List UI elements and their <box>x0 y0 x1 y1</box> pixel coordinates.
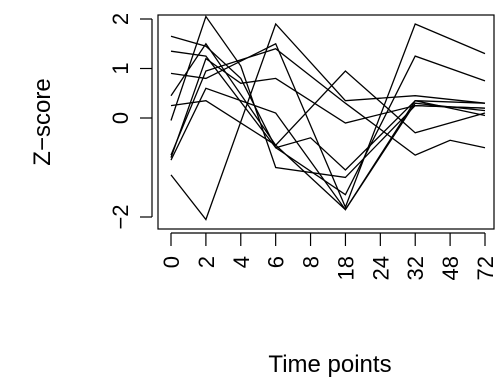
x-tick-label: 24 <box>368 256 393 280</box>
y-axis: −2 0 1 2 <box>108 13 153 230</box>
x-tick-label: 32 <box>403 256 428 280</box>
series-line-7 <box>170 42 486 147</box>
x-tick-label: 0 <box>159 256 184 268</box>
x-tick-label: 4 <box>229 256 254 268</box>
series-line-9 <box>170 100 486 211</box>
series-line-1 <box>170 35 486 171</box>
x-tick-label: 6 <box>264 256 289 268</box>
series-line-6 <box>170 15 486 179</box>
x-tick-label: 2 <box>194 256 219 268</box>
x-tick-label: 48 <box>438 256 463 280</box>
y-tick-label: −2 <box>108 204 133 229</box>
y-axis-title: Z−score <box>29 78 56 165</box>
series-line-2 <box>170 22 486 221</box>
y-tick-label: 2 <box>108 13 133 25</box>
x-tick-label: 72 <box>473 256 496 280</box>
x-axis: 0 2 4 6 8 18 24 32 48 72 <box>159 232 496 280</box>
y-tick-label: 0 <box>108 112 133 124</box>
series-layer <box>170 15 486 221</box>
y-tick-label: 1 <box>108 62 133 74</box>
x-tick-label: 18 <box>333 256 358 280</box>
x-tick-label: 8 <box>299 256 324 268</box>
series-line-5 <box>170 50 486 196</box>
plot-frame <box>157 14 495 230</box>
series-line-8 <box>170 87 486 211</box>
series-line-4 <box>170 23 486 209</box>
series-line-10 <box>170 47 486 156</box>
x-axis-title: Time points <box>268 351 391 378</box>
